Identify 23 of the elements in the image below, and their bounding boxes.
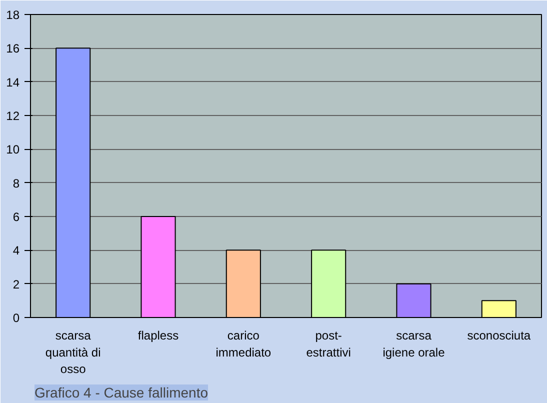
y-tick-label: 16 — [6, 42, 20, 56]
bar — [226, 250, 261, 318]
x-tick-label: flapless — [138, 328, 179, 342]
bar — [311, 250, 346, 318]
x-tick-label: scarsa igiene orale — [382, 328, 446, 360]
y-tick-label: 18 — [6, 8, 20, 22]
text: Grafico 4 - Cause fallimento — [34, 384, 208, 400]
y-tick-label: 12 — [6, 109, 20, 123]
y-tick-label: 8 — [12, 176, 20, 190]
x-tick-label: scarsa quantità di osso — [45, 328, 101, 376]
y-tick-label: 14 — [6, 75, 20, 90]
y-tick-label: 10 — [6, 142, 20, 157]
bar — [140, 216, 176, 318]
bar — [56, 48, 91, 318]
y-tick-label: 0 — [12, 311, 20, 325]
y-tick-label: 4 — [12, 244, 20, 258]
y-tick-label: 6 — [12, 210, 20, 224]
bar — [481, 300, 516, 318]
y-tick-label: 2 — [12, 277, 20, 292]
x-tick-label: post-estrattivi — [306, 328, 351, 360]
x-tick-label: sconosciuta — [467, 328, 531, 342]
bar — [396, 283, 432, 318]
x-tick-label: carico immediato — [216, 328, 272, 360]
